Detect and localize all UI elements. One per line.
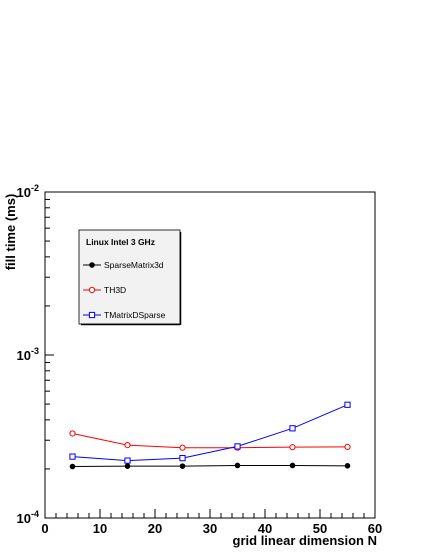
legend-entry: SparseMatrix3d xyxy=(83,260,164,270)
data-point xyxy=(344,443,351,451)
x-tick-label: 30 xyxy=(203,521,217,536)
data-point xyxy=(179,444,186,451)
x-tick-label: 0 xyxy=(41,521,48,536)
legend: Linux Intel 3 GHz SparseMatrix3d TH3D TMat… xyxy=(78,229,182,326)
legend-entries: SparseMatrix3d TH3D TMatrixDSparse xyxy=(83,260,166,320)
data-point xyxy=(289,444,296,451)
data-point xyxy=(289,425,296,432)
series-layer xyxy=(69,401,351,470)
x-axis-title: grid linear dimension N xyxy=(233,533,377,548)
data-point xyxy=(69,453,76,460)
x-tick-label: 10 xyxy=(93,521,107,536)
legend-entry: TMatrixDSparse xyxy=(83,310,166,320)
data-point xyxy=(69,463,76,470)
data-point xyxy=(124,463,131,469)
data-point xyxy=(124,457,131,464)
legend-entry: TH3D xyxy=(83,285,126,295)
data-point xyxy=(234,443,241,450)
x-tick-label: 60 xyxy=(368,521,382,536)
data-point xyxy=(344,463,351,469)
data-point xyxy=(344,401,351,408)
data-point xyxy=(179,463,186,469)
legend-marker xyxy=(89,262,95,268)
legend-marker xyxy=(88,286,96,294)
legend-label: TMatrixDSparse xyxy=(104,310,166,320)
y-tick-label: 10-3 xyxy=(17,346,39,363)
y-tick-label: 10-4 xyxy=(17,509,39,526)
legend-marker xyxy=(88,311,96,319)
data-point xyxy=(234,462,241,469)
series-TMatrixDSparse xyxy=(69,401,351,464)
x-tick-label: 50 xyxy=(313,521,327,536)
series-SparseMatrix3d xyxy=(69,462,351,470)
data-point xyxy=(179,455,186,462)
x-tick-label: 20 xyxy=(148,521,162,536)
legend-label: TH3D xyxy=(104,285,126,295)
axis-ticks: 0 10 20 30 40 50 60 10-4 10-3 10-2 xyxy=(17,183,383,536)
legend-label: SparseMatrix3d xyxy=(104,260,164,270)
y-tick-label: 10-2 xyxy=(17,183,39,200)
data-point xyxy=(124,442,131,449)
data-point xyxy=(289,462,296,469)
series-line xyxy=(72,404,348,462)
x-tick-label: 40 xyxy=(258,521,272,536)
series-line xyxy=(72,432,348,449)
series-line xyxy=(72,464,348,467)
data-point xyxy=(69,430,76,437)
y-axis-title: fill time (ms) xyxy=(3,194,18,271)
legend-title: Linux Intel 3 GHz xyxy=(86,237,155,247)
